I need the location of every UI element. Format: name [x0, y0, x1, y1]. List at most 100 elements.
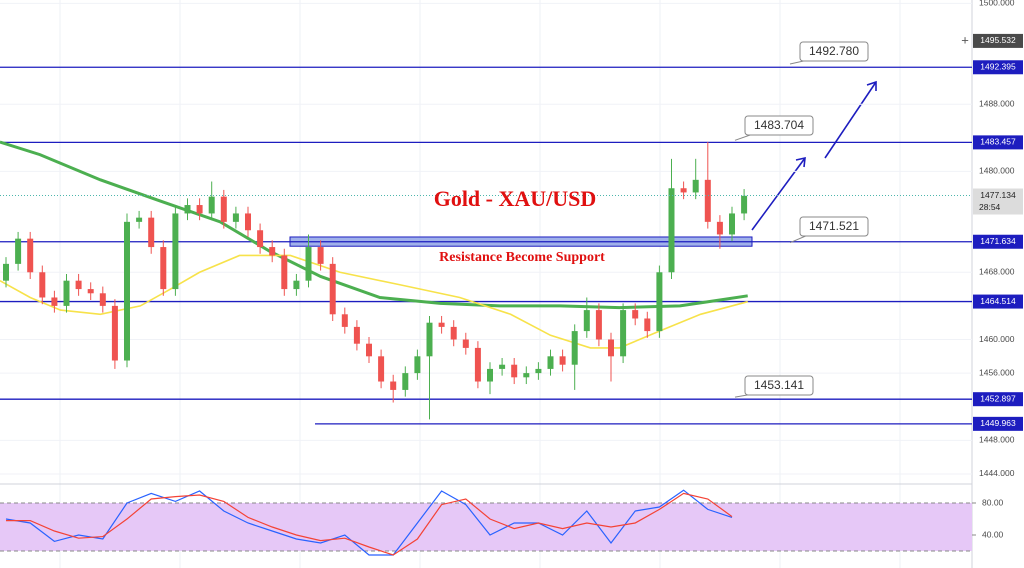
candle-body — [474, 347, 481, 382]
crosshair-icon: + — [961, 32, 969, 47]
candle-body — [571, 331, 578, 365]
last-price-box — [973, 188, 1023, 215]
candle-body — [111, 305, 118, 361]
level-label-box — [973, 294, 1023, 309]
candle-body — [741, 195, 748, 214]
level-label-box — [973, 234, 1023, 249]
candle-body — [136, 217, 143, 222]
callout-box — [799, 216, 869, 237]
candle-body — [487, 368, 493, 382]
candle-body — [245, 213, 251, 231]
candle-body — [87, 289, 94, 294]
candle-body — [692, 179, 699, 193]
candle-body — [402, 373, 409, 390]
level-label: 1483.457 — [980, 137, 1016, 147]
candle-body — [559, 356, 566, 365]
callout-box — [744, 115, 814, 136]
oscillator-tick-label: 80.00 — [982, 497, 1004, 507]
candle-body — [196, 205, 203, 214]
candle-body — [390, 381, 397, 390]
oscillator-line — [6, 492, 733, 556]
candle-body — [317, 247, 324, 264]
y-tick-label: 1448.000 — [979, 435, 1015, 445]
candle-body — [232, 213, 239, 222]
callout-label: 1492.780 — [809, 44, 859, 58]
candle-body — [668, 188, 675, 273]
level-label-box — [973, 392, 1023, 407]
candle-body — [716, 221, 723, 235]
candle-body — [27, 238, 34, 273]
candle-body — [414, 356, 421, 374]
candle-body — [547, 356, 554, 369]
level-label-box — [973, 416, 1023, 431]
y-tick-label: 1460.000 — [979, 334, 1015, 344]
moving-average — [0, 254, 748, 349]
candle-body — [341, 314, 348, 327]
level-label-box — [973, 60, 1023, 75]
y-tick-label: 1456.000 — [979, 367, 1015, 377]
candle-body — [680, 188, 687, 193]
candle-body — [15, 238, 22, 264]
countdown: 28:54 — [979, 202, 1001, 212]
candle-body — [535, 368, 542, 374]
level-label: 1449.963 — [980, 418, 1016, 428]
y-tick-label: 1468.000 — [979, 267, 1015, 277]
candle-body — [511, 364, 518, 378]
candle-body — [656, 272, 663, 332]
candle-body — [99, 293, 106, 306]
candle-body — [281, 255, 288, 290]
chart-title: Gold - XAU/USD — [434, 186, 597, 211]
y-tick-label: 1488.000 — [979, 98, 1015, 108]
oscillator-band — [0, 503, 972, 551]
candle-body — [378, 356, 385, 382]
candle-body — [3, 263, 9, 281]
callout-label: 1483.704 — [754, 118, 804, 132]
oscillator-line — [5, 489, 733, 556]
level-label: 1464.514 — [980, 296, 1016, 306]
candle-body — [293, 280, 300, 290]
level-label: 1471.634 — [980, 236, 1016, 246]
candle-body — [608, 339, 614, 357]
annotation: Resistance Become Support — [439, 250, 605, 265]
candle-body — [523, 373, 530, 378]
candle-body — [620, 310, 627, 357]
y-tick-label: 1444.000 — [979, 468, 1015, 478]
callout-label: 1453.141 — [754, 378, 804, 392]
trend-arrows — [751, 80, 877, 231]
candle-body — [729, 213, 735, 235]
candle-body — [269, 247, 276, 256]
candle-body — [257, 230, 264, 248]
candle-body — [329, 263, 336, 315]
callout-box — [744, 375, 814, 396]
candle-body — [366, 343, 372, 357]
candle-body — [75, 280, 82, 290]
callout-box — [799, 41, 869, 62]
callout-label: 1471.521 — [809, 219, 859, 233]
level-label: 1492.395 — [980, 62, 1016, 72]
last-price-label: 1477.134 — [980, 190, 1016, 200]
oscillator-tick-label: 40.00 — [982, 529, 1004, 539]
level-label: 1452.897 — [980, 393, 1016, 403]
y-tick-label: 1500.000 — [979, 0, 1015, 8]
candle-body — [172, 213, 179, 290]
candle-body — [595, 310, 602, 340]
level-label-box — [973, 135, 1023, 150]
candle-body — [305, 247, 312, 281]
candle-body — [644, 318, 651, 332]
candle-body — [124, 221, 130, 361]
candle-body — [160, 247, 167, 290]
candle-body — [426, 322, 433, 357]
candle-body — [208, 196, 215, 214]
candle-body — [499, 364, 506, 369]
candle-body — [462, 339, 469, 348]
candle-body — [704, 179, 711, 222]
candle-body — [450, 326, 457, 340]
candle-body — [220, 196, 227, 222]
crosshair-box — [973, 33, 1023, 48]
candle-body — [51, 297, 58, 306]
crosshair-label: 1495.532 — [980, 35, 1016, 45]
candle-body — [583, 310, 590, 332]
candle-body — [353, 326, 360, 344]
